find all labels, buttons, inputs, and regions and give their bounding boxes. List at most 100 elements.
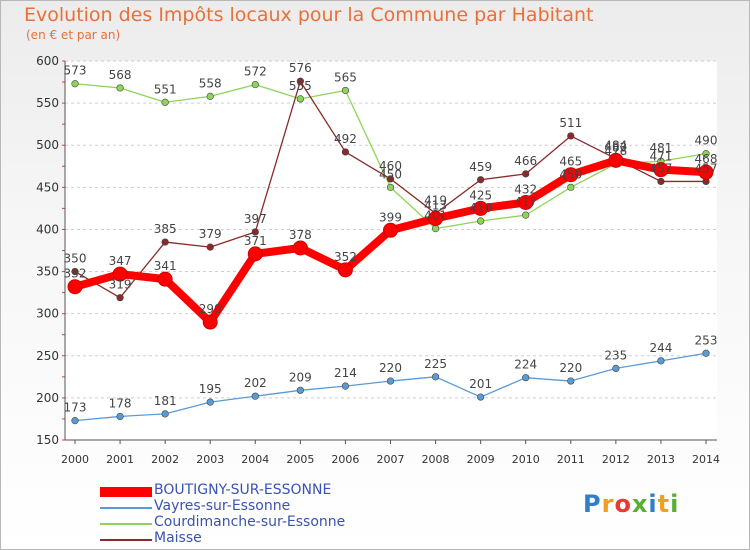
legend-label: BOUTIGNY-SUR-ESSONNE — [154, 482, 332, 498]
data-point-boutigny-sur-essonne — [608, 152, 624, 168]
data-point-boutigny-sur-essonne — [428, 210, 444, 226]
data-point-maisse — [161, 238, 169, 246]
x-tick-label: 2008 — [422, 453, 450, 466]
data-point-courdimanche-sur-essonne — [71, 80, 79, 88]
x-tick-label: 2001 — [106, 453, 134, 466]
legend-swatch — [100, 539, 152, 541]
x-tick-label: 2014 — [692, 453, 720, 466]
data-point-boutigny-sur-essonne — [292, 240, 308, 256]
data-point-maisse — [116, 294, 124, 302]
x-tick-label: 2004 — [241, 453, 269, 466]
x-tick-label: 2012 — [602, 453, 630, 466]
data-point-vayres-sur-essonne — [477, 393, 485, 401]
data-point-maisse — [657, 177, 665, 186]
data-point-boutigny-sur-essonne — [653, 162, 669, 178]
y-tick-label: 250 — [36, 349, 59, 363]
data-label-maisse: 459 — [469, 160, 492, 174]
proxiti-logo: Proxiti — [583, 490, 680, 518]
data-point-courdimanche-sur-essonne — [567, 183, 575, 191]
data-point-boutigny-sur-essonne — [473, 200, 489, 216]
data-point-maisse — [206, 243, 214, 251]
data-label-boutigny-sur-essonne: 468 — [695, 152, 718, 166]
plot-area — [65, 61, 717, 440]
data-point-vayres-sur-essonne — [657, 357, 665, 365]
y-tick-label: 150 — [36, 433, 59, 447]
data-point-courdimanche-sur-essonne — [161, 98, 169, 106]
data-point-courdimanche-sur-essonne — [477, 217, 485, 225]
data-point-vayres-sur-essonne — [386, 377, 395, 385]
data-label-maisse: 397 — [244, 212, 267, 226]
data-label-boutigny-sur-essonne: 413 — [424, 198, 447, 212]
data-point-vayres-sur-essonne — [296, 386, 304, 394]
data-label-vayres-sur-essonne: 214 — [334, 366, 357, 380]
data-label-courdimanche-sur-essonne: 565 — [334, 70, 357, 84]
data-label-courdimanche-sur-essonne: 410 — [469, 201, 492, 215]
y-tick-label: 200 — [36, 391, 59, 405]
data-label-courdimanche-sur-essonne: 572 — [244, 65, 267, 79]
legend-swatch — [100, 487, 152, 497]
data-point-courdimanche-sur-essonne — [296, 95, 304, 103]
data-point-boutigny-sur-essonne — [247, 246, 263, 262]
data-label-courdimanche-sur-essonne: 555 — [289, 79, 312, 93]
x-tick-label: 2011 — [557, 453, 585, 466]
data-point-courdimanche-sur-essonne — [431, 225, 440, 233]
data-label-vayres-sur-essonne: 202 — [244, 376, 267, 390]
data-label-courdimanche-sur-essonne: 481 — [649, 141, 672, 155]
data-point-maisse — [251, 228, 259, 236]
data-point-maisse — [567, 132, 575, 140]
y-tick-label: 500 — [36, 138, 59, 152]
data-point-boutigny-sur-essonne — [698, 164, 714, 180]
data-point-boutigny-sur-essonne — [157, 271, 173, 287]
data-label-courdimanche-sur-essonne: 490 — [695, 134, 718, 148]
x-tick-label: 2000 — [61, 453, 89, 466]
data-point-vayres-sur-essonne — [251, 392, 259, 400]
data-label-boutigny-sur-essonne: 432 — [514, 182, 537, 196]
data-label-vayres-sur-essonne: 253 — [695, 333, 718, 347]
data-label-vayres-sur-essonne: 181 — [154, 394, 177, 408]
x-tick-label: 2013 — [647, 453, 675, 466]
data-point-maisse — [477, 176, 485, 184]
chart-subtitle: (en € et par an) — [26, 28, 121, 42]
data-label-courdimanche-sur-essonne: 417 — [514, 195, 537, 209]
data-label-vayres-sur-essonne: 201 — [469, 377, 492, 391]
x-tick-label: 2003 — [196, 453, 224, 466]
data-point-vayres-sur-essonne — [702, 349, 710, 357]
data-point-boutigny-sur-essonne — [563, 167, 579, 183]
data-point-vayres-sur-essonne — [567, 377, 575, 385]
data-point-boutigny-sur-essonne — [202, 314, 218, 330]
data-label-courdimanche-sur-essonne: 478 — [604, 144, 627, 158]
data-label-boutigny-sur-essonne: 332 — [64, 267, 87, 281]
data-point-maisse — [386, 175, 395, 183]
data-label-maisse: 457 — [649, 161, 672, 175]
data-label-boutigny-sur-essonne: 471 — [649, 150, 672, 164]
data-label-vayres-sur-essonne: 235 — [604, 348, 627, 362]
data-label-vayres-sur-essonne: 244 — [649, 341, 672, 355]
data-label-maisse: 457 — [695, 161, 718, 175]
data-label-boutigny-sur-essonne: 465 — [559, 155, 582, 169]
data-label-vayres-sur-essonne: 195 — [199, 382, 222, 396]
data-label-courdimanche-sur-essonne: 551 — [154, 82, 177, 96]
data-label-maisse: 466 — [514, 154, 537, 168]
data-point-courdimanche-sur-essonne — [341, 86, 350, 95]
data-point-courdimanche-sur-essonne — [702, 150, 710, 158]
legend-label: Maisse — [154, 530, 202, 546]
data-label-maisse: 460 — [379, 159, 402, 173]
legend-label: Courdimanche-sur-Essonne — [154, 514, 346, 530]
x-tick-label: 2010 — [512, 453, 540, 466]
data-label-maisse: 484 — [604, 139, 627, 153]
data-label-maisse: 576 — [289, 61, 312, 75]
y-tick-label: 300 — [36, 307, 59, 321]
data-point-courdimanche-sur-essonne — [251, 80, 259, 89]
data-point-vayres-sur-essonne — [71, 417, 79, 425]
data-point-vayres-sur-essonne — [431, 373, 440, 381]
data-label-boutigny-sur-essonne: 399 — [379, 210, 402, 224]
data-label-boutigny-sur-essonne: 352 — [334, 250, 357, 264]
data-point-maisse — [341, 148, 350, 156]
data-label-maisse: 511 — [559, 116, 582, 130]
data-point-boutigny-sur-essonne — [383, 222, 398, 238]
data-label-boutigny-sur-essonne: 378 — [289, 228, 312, 242]
data-label-maisse: 319 — [109, 278, 132, 292]
data-label-maisse: 350 — [64, 252, 87, 266]
data-label-boutigny-sur-essonne: 425 — [469, 188, 492, 202]
